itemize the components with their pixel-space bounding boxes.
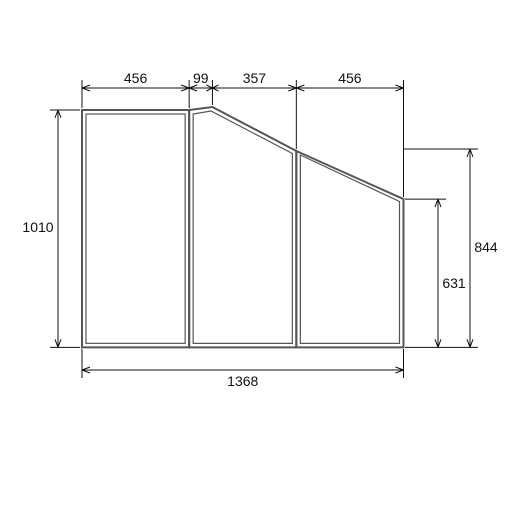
drawing-canvas: 456 99 357 456 1010 1368 (0, 0, 520, 520)
dim-top4: 456 (338, 70, 362, 86)
bottom-dimension: 1368 (82, 349, 403, 389)
dim-width: 1368 (227, 373, 258, 389)
panel-2-outer (189, 107, 296, 347)
panel-3-outer (296, 151, 403, 347)
panels-group (82, 107, 403, 347)
panel-1-inner (86, 114, 185, 343)
panel-3-inner (300, 155, 399, 343)
dim-right-631: 631 (442, 275, 466, 291)
left-dimension: 1010 (22, 110, 80, 347)
panel-2-inner (193, 111, 292, 343)
panel-1-outer (82, 110, 189, 347)
dim-top1: 456 (124, 70, 148, 86)
dim-right-844: 844 (474, 239, 498, 255)
dim-height: 1010 (22, 219, 53, 235)
dim-top2: 99 (193, 70, 209, 86)
dim-top3: 357 (243, 70, 267, 86)
right-dimensions: 844 631 (403, 149, 497, 347)
